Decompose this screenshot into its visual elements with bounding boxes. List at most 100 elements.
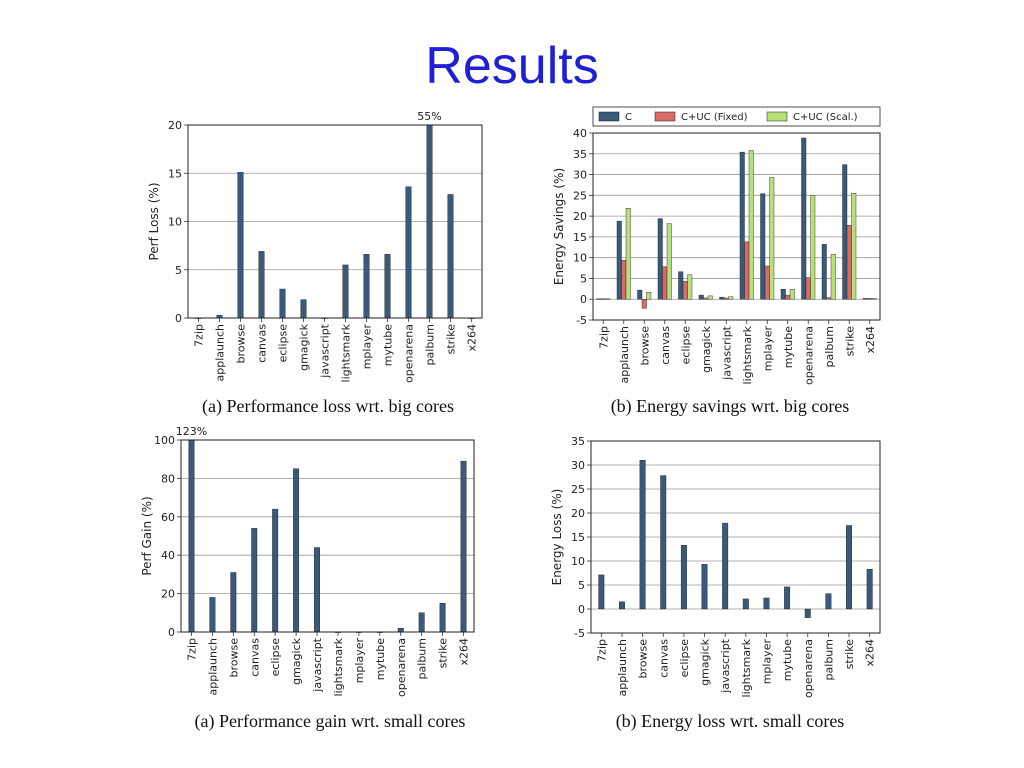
perf-loss-ytick-label: 5 [175, 264, 182, 277]
energy-savings-ytick-label: 20 [573, 210, 587, 223]
energy-loss-bar-series-7zip [598, 574, 605, 610]
perf-gain-ytick-label: 100 [154, 434, 175, 447]
energy-savings-bar-c-palbum [821, 244, 827, 300]
energy-savings-bar-c-openarena [801, 137, 807, 300]
energy-savings-bar-c-browse [637, 289, 643, 300]
energy-savings-ytick-label: 25 [573, 189, 587, 202]
energy-loss-category-label-browse: browse [637, 639, 650, 679]
energy-loss-category-label-gmagick: gmagick [699, 638, 712, 686]
perf-gain-category-label-eclipse: eclipse [269, 638, 282, 677]
perf-loss-category-label-7zip: 7zip [193, 324, 206, 347]
energy-savings-bar-c-gmagick [698, 294, 704, 300]
energy-savings-category-label-eclipse: eclipse [679, 326, 692, 365]
energy-savings-bar-c-uc-scal-canvas [666, 223, 672, 300]
energy-loss-category-label-applaunch: applaunch [616, 639, 629, 696]
energy-loss-ytick-label: 5 [578, 579, 585, 592]
energy-savings-ytick-label: 40 [573, 127, 587, 140]
perf-loss-category-label-openarena: openarena [403, 324, 416, 383]
perf-gain-category-label-strike: strike [437, 638, 450, 669]
caption-perf-loss: (a) Performance loss wrt. big cores [202, 396, 454, 416]
perf-gain-ytick-label: 40 [161, 549, 175, 562]
perf-loss-category-label-applaunch: applaunch [214, 324, 227, 381]
energy-savings-ytick-label: 35 [573, 148, 587, 161]
perf-loss-category-label-strike: strike [445, 324, 458, 355]
energy-loss-bar-series-mplayer [763, 597, 770, 610]
perf-gain-ytick-label: 60 [161, 511, 175, 524]
caption-energy-loss: (b) Energy loss wrt. small cores [615, 711, 845, 731]
energy-savings-ytick-label: 5 [580, 272, 587, 285]
energy-savings-category-label-applaunch: applaunch [618, 326, 631, 383]
energy-savings-category-label-mytube: mytube [782, 326, 795, 368]
energy-savings-bar-c-uc-scal-strike [851, 193, 857, 300]
energy-loss-bar-series-x264 [866, 568, 873, 610]
perf-loss-category-label-eclipse: eclipse [277, 324, 290, 363]
energy-loss-bar-series-mytube [784, 586, 791, 610]
perf-loss-ytick-label: 10 [168, 216, 182, 229]
energy-loss-bar-series-applaunch [619, 601, 625, 610]
perf-loss-category-label-palbum: palbum [424, 324, 437, 365]
energy-savings-legend-label-c: C [625, 112, 632, 123]
energy-savings-bar-c-mytube [780, 289, 786, 300]
energy-savings-category-label-javascript: javascript [720, 325, 733, 380]
energy-savings-category-label-7zip: 7zip [597, 326, 610, 349]
energy-loss-bar-series-openarena [804, 608, 811, 618]
energy-savings-bar-c-lightsmark [739, 151, 745, 300]
energy-loss-bar-series-strike [846, 525, 852, 610]
perf-gain-category-label-applaunch: applaunch [206, 638, 219, 695]
energy-savings-bar-c-uc-scal-javascript [728, 296, 734, 300]
energy-savings-category-label-x264: x264 [864, 326, 877, 354]
perf-loss-ytick-label: 0 [175, 312, 182, 325]
energy-loss-category-label-x264: x264 [864, 639, 877, 667]
energy-savings-legend-label-c-uc-scal: C+UC (Scal.) [793, 112, 858, 123]
energy-savings-bar-c-uc-scal-browse [646, 291, 652, 300]
energy-loss-category-label-lightsmark: lightsmark [740, 638, 753, 697]
perf-loss-frame [187, 124, 483, 319]
energy-savings-bar-c-uc-scal-palbum [830, 254, 836, 300]
energy-loss-ytick-label: 30 [571, 459, 585, 472]
energy-savings-ytick-label: -5 [576, 314, 587, 327]
energy-savings-legend-swatch-c-uc-fixed [654, 111, 676, 122]
perf-loss-category-label-gmagick: gmagick [298, 323, 311, 371]
energy-loss-category-label-palbum: palbum [822, 639, 835, 680]
perf-loss-category-label-canvas: canvas [256, 324, 269, 363]
energy-savings-ytick-label: 30 [573, 169, 587, 182]
perf-loss-category-label-x264: x264 [466, 324, 479, 352]
perf-gain-category-label-mplayer: mplayer [353, 638, 366, 684]
energy-loss-bar-series-eclipse [680, 544, 687, 610]
caption-energy-savings: (b) Energy savings wrt. big cores [610, 396, 850, 416]
energy-savings-bar-c-uc-fixed-browse [641, 299, 647, 309]
energy-loss-bar-series-browse [639, 460, 646, 610]
energy-loss-ytick-label: 35 [571, 435, 585, 448]
energy-savings-bar-c-uc-scal-mplayer [769, 177, 775, 300]
perf-gain-category-label-gmagick: gmagick [290, 637, 303, 685]
energy-loss-bar-series-canvas [660, 475, 667, 610]
perf-loss-category-label-javascript: javascript [319, 323, 332, 378]
perf-gain-category-label-browse: browse [227, 638, 240, 678]
perf-gain-frame [180, 439, 475, 633]
energy-savings-category-label-strike: strike [843, 326, 856, 357]
energy-loss-bar-series-javascript [722, 522, 729, 610]
perf-loss-ytick-label: 15 [168, 167, 182, 180]
perf-gain-ylabel: Perf Gain (%) [140, 496, 154, 575]
energy-savings-category-label-gmagick: gmagick [700, 325, 713, 373]
energy-savings-category-label-canvas: canvas [659, 326, 672, 365]
energy-loss-category-label-canvas: canvas [657, 639, 670, 678]
energy-savings-legend-label-c-uc-fixed: C+UC (Fixed) [681, 112, 748, 123]
energy-loss-category-label-7zip: 7zip [595, 639, 608, 662]
energy-savings-category-label-browse: browse [638, 326, 651, 366]
perf-loss-category-label-browse: browse [235, 324, 248, 364]
energy-loss-category-label-strike: strike [843, 639, 856, 670]
perf-loss-annotation-palbum: 55% [417, 110, 441, 123]
energy-savings-bar-c-mplayer [760, 193, 766, 300]
perf-gain-category-label-7zip: 7zip [185, 638, 198, 661]
energy-savings-ytick-label: 0 [580, 293, 587, 306]
caption-perf-gain: (a) Performance gain wrt. small cores [194, 711, 466, 731]
perf-loss-ytick-label: 20 [168, 119, 182, 132]
energy-loss-ytick-label: 20 [571, 507, 585, 520]
energy-loss-ytick-label: 10 [571, 555, 585, 568]
perf-gain-category-label-mytube: mytube [374, 638, 387, 680]
perf-loss-category-label-mplayer: mplayer [361, 324, 374, 370]
energy-savings-bar-c-uc-scal-7zip [605, 298, 611, 300]
